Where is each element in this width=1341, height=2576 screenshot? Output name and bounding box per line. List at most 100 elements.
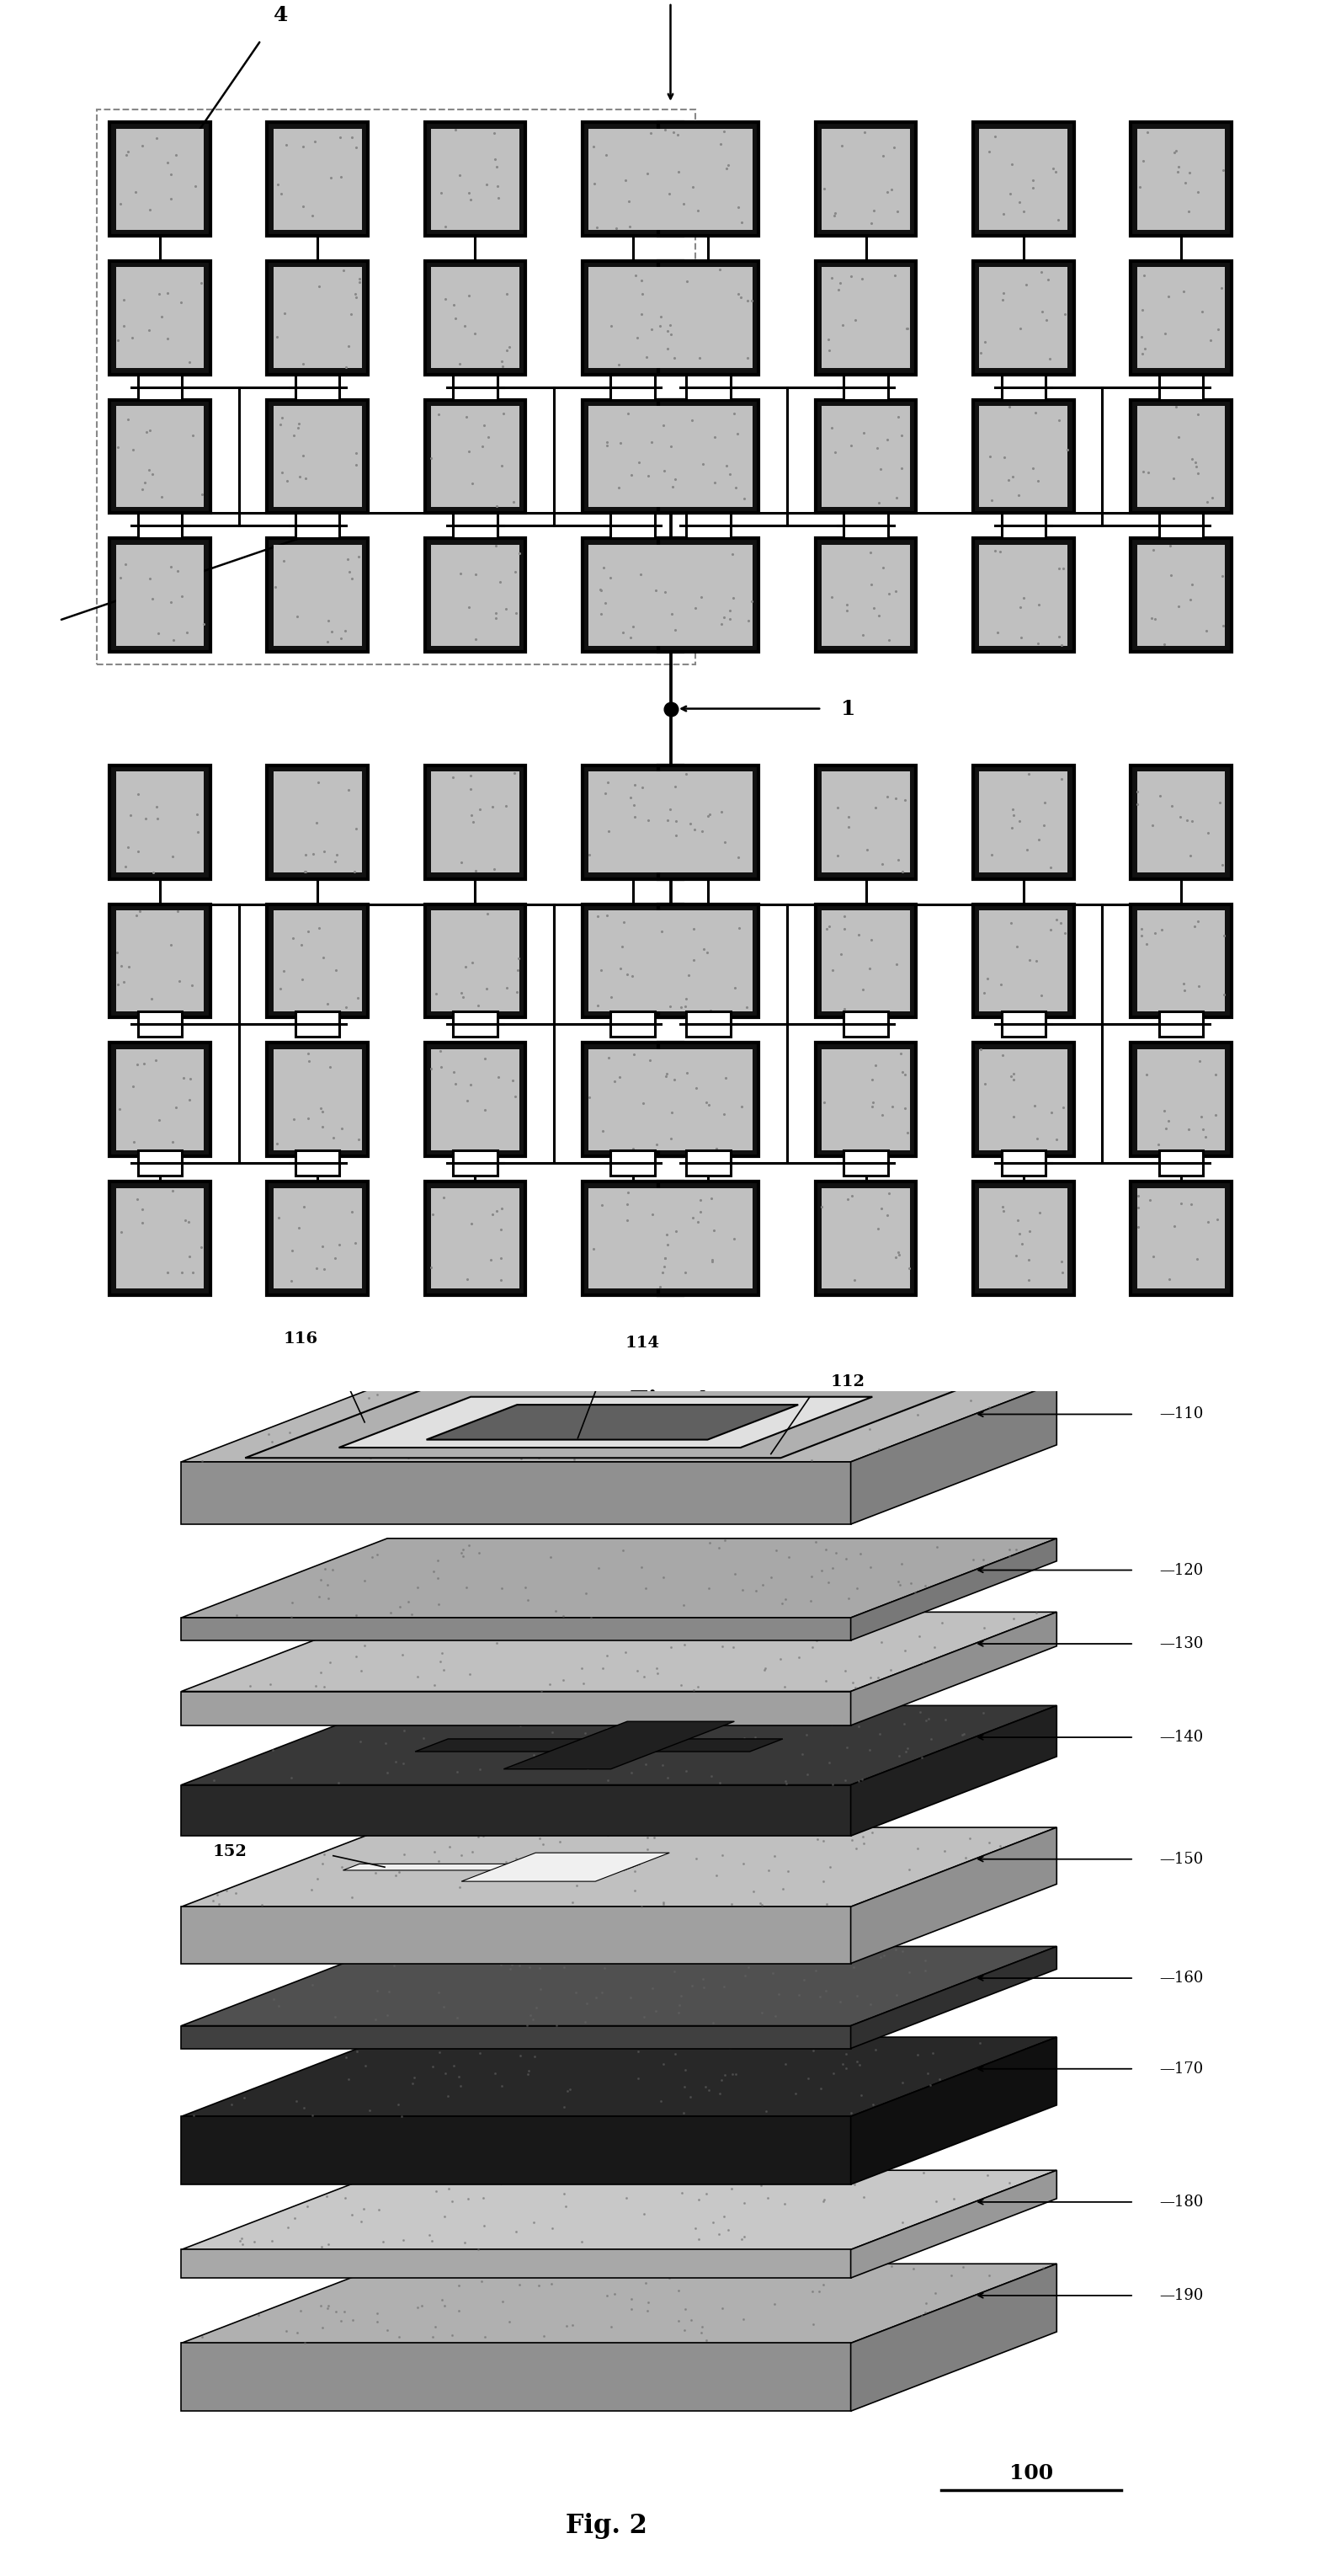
Point [492,392,514,433]
Point [850,1533,872,1574]
Point [660,304,681,345]
Point [487,147,508,188]
Point [346,1595,367,1636]
Point [652,1744,673,1785]
Point [872,842,893,884]
Point [712,2287,734,2329]
Point [507,1406,528,1448]
Point [394,2020,416,2061]
Bar [295,1012,339,1036]
Point [471,2262,492,2303]
Point [978,131,999,173]
Point [990,531,1011,572]
Point [464,618,485,659]
Point [634,1569,656,1610]
Polygon shape [181,1947,1057,2025]
Point [974,971,995,1012]
Point [440,1373,461,1414]
Bar [274,268,362,368]
Point [233,2076,255,2117]
Point [775,2043,797,2084]
Point [502,1945,523,1986]
Point [248,2295,270,2336]
Point [676,1051,697,1092]
Point [896,307,917,348]
Point [693,2025,715,2066]
Point [385,1741,406,1783]
Point [818,1561,839,1602]
Point [825,193,846,234]
Point [673,1623,695,1664]
Text: 1: 1 [841,698,856,719]
Point [575,1602,597,1643]
Point [492,345,514,386]
Point [778,1850,799,1891]
Point [1011,1224,1033,1265]
Point [493,1386,515,1427]
Point [448,2056,469,2097]
Point [713,2197,735,2239]
Point [734,2182,755,2223]
Point [890,1033,912,1074]
Text: —180: —180 [1160,2195,1204,2210]
Point [622,605,644,647]
Point [350,1649,371,1690]
Point [421,2316,443,2357]
Point [453,1535,475,1577]
Point [813,2179,834,2221]
Point [1003,1059,1025,1100]
Point [662,111,684,152]
Point [641,1968,662,2009]
Point [469,2032,491,2074]
Point [292,126,314,167]
Point [274,294,295,335]
Point [274,951,295,992]
Point [325,1236,346,1278]
Point [561,1425,582,1466]
Point [912,1641,933,1682]
Bar [589,1188,677,1288]
Point [819,2025,841,2066]
Point [673,183,695,224]
Point [984,116,1006,157]
Point [783,1600,805,1641]
Point [805,2156,826,2197]
Point [579,1412,601,1453]
Polygon shape [850,2264,1057,2411]
Point [308,1577,330,1618]
Point [341,116,362,157]
Point [825,1940,846,1981]
Polygon shape [850,1705,1057,1837]
Point [637,2290,658,2331]
Point [338,768,359,809]
Point [675,1252,696,1293]
Point [1214,914,1235,956]
Point [476,969,498,1010]
Point [518,2053,539,2094]
Bar [267,538,367,652]
Point [813,1821,834,1862]
Point [1163,459,1184,500]
Point [590,1373,611,1414]
Point [630,2027,652,2069]
Polygon shape [850,2169,1057,2277]
Point [279,1412,300,1453]
Point [920,1718,941,1759]
Point [280,1260,302,1301]
Point [1168,417,1189,459]
Point [917,2053,939,2094]
Bar [979,129,1067,229]
Point [1029,585,1050,626]
Point [884,126,905,167]
Polygon shape [181,1906,850,1963]
Point [705,1855,727,1896]
Point [880,1649,901,1690]
Point [630,1546,652,1587]
Point [860,531,881,572]
Bar [138,513,182,538]
Point [141,453,162,495]
Point [1130,914,1152,956]
Polygon shape [850,1538,1057,1641]
Bar [267,1182,367,1296]
Point [1165,386,1187,428]
